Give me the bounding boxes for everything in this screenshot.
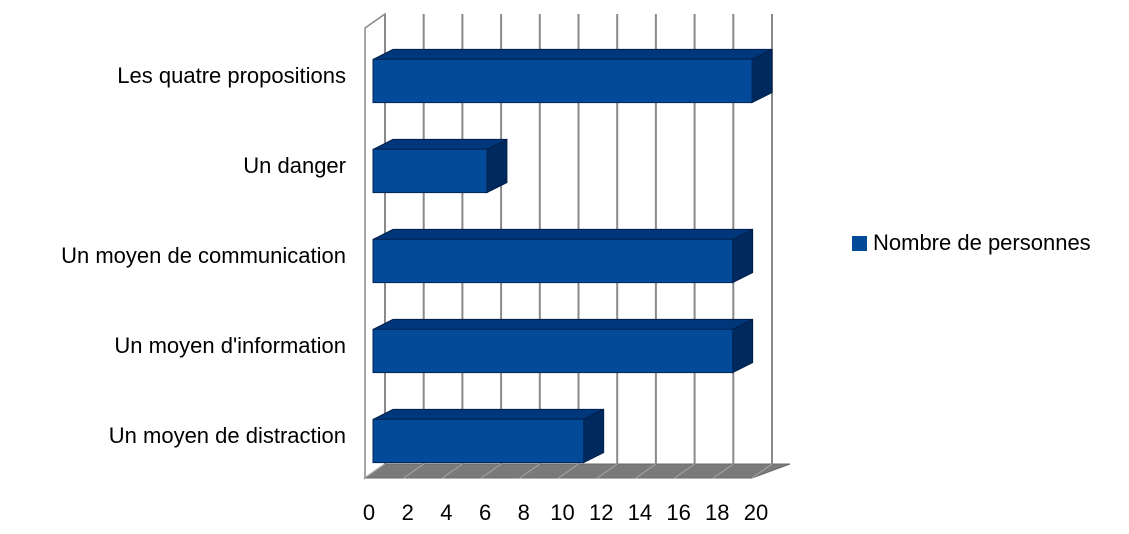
- x-tick-label: 10: [550, 500, 574, 525]
- floor-hatch: [751, 463, 773, 479]
- bar-top-face: [372, 138, 508, 150]
- bar: [372, 328, 734, 374]
- floor-hatch: [635, 463, 657, 479]
- floor-hatch: [558, 463, 579, 479]
- bars-group: [372, 48, 773, 464]
- bar: [372, 418, 585, 464]
- legend-label: Nombre de personnes: [873, 230, 1091, 255]
- x-tick-label: 6: [479, 500, 491, 525]
- bar-top-face: [372, 318, 753, 330]
- bar: [372, 58, 753, 104]
- x-tick-label: 0: [363, 500, 375, 525]
- legend: Nombre de personnes: [852, 230, 1091, 256]
- floor-plane: [363, 463, 791, 479]
- x-tick-label: 12: [589, 500, 613, 525]
- bar-top-face: [372, 408, 604, 420]
- floor-hatch: [403, 463, 424, 479]
- floor-hatch: [364, 463, 386, 479]
- bar-side-face: [732, 318, 754, 374]
- bar-top-face: [372, 228, 753, 240]
- x-tick-label: 14: [628, 500, 652, 525]
- floor-hatch: [596, 463, 618, 479]
- floor-hatch: [674, 463, 695, 479]
- category-label: Un moyen de distraction: [109, 423, 346, 448]
- category-label: Un moyen d'information: [114, 333, 346, 358]
- bar-side-face: [732, 228, 754, 284]
- x-tick-label: 16: [666, 500, 690, 525]
- x-tick-labels: 0 2 4 6 8 10 12 14 16 18 20: [363, 500, 768, 525]
- x-tick-label: 8: [518, 500, 530, 525]
- legend-swatch: [852, 235, 867, 251]
- bar: [372, 148, 488, 194]
- bar-top-face: [372, 48, 773, 60]
- category-label: Un danger: [243, 153, 346, 178]
- category-labels: Les quatre propositions Un danger Un moyen…: [61, 63, 346, 448]
- x-tick-label: 18: [705, 500, 729, 525]
- category-label: Un moyen de communication: [61, 243, 346, 268]
- bar-side-face: [751, 48, 773, 104]
- x-tick-label: 20: [744, 500, 768, 525]
- floor-hatch: [713, 463, 734, 479]
- x-tick-label: 4: [440, 500, 452, 525]
- bar: [372, 238, 734, 284]
- category-label: Les quatre propositions: [117, 63, 346, 88]
- chart-floor: [363, 463, 791, 479]
- floor-hatch: [442, 463, 463, 479]
- bar-side-face: [583, 408, 605, 464]
- floor-hatch: [519, 463, 541, 479]
- x-tick-label: 2: [402, 500, 414, 525]
- floor-hatch: [480, 463, 502, 479]
- bar-side-face: [486, 138, 508, 194]
